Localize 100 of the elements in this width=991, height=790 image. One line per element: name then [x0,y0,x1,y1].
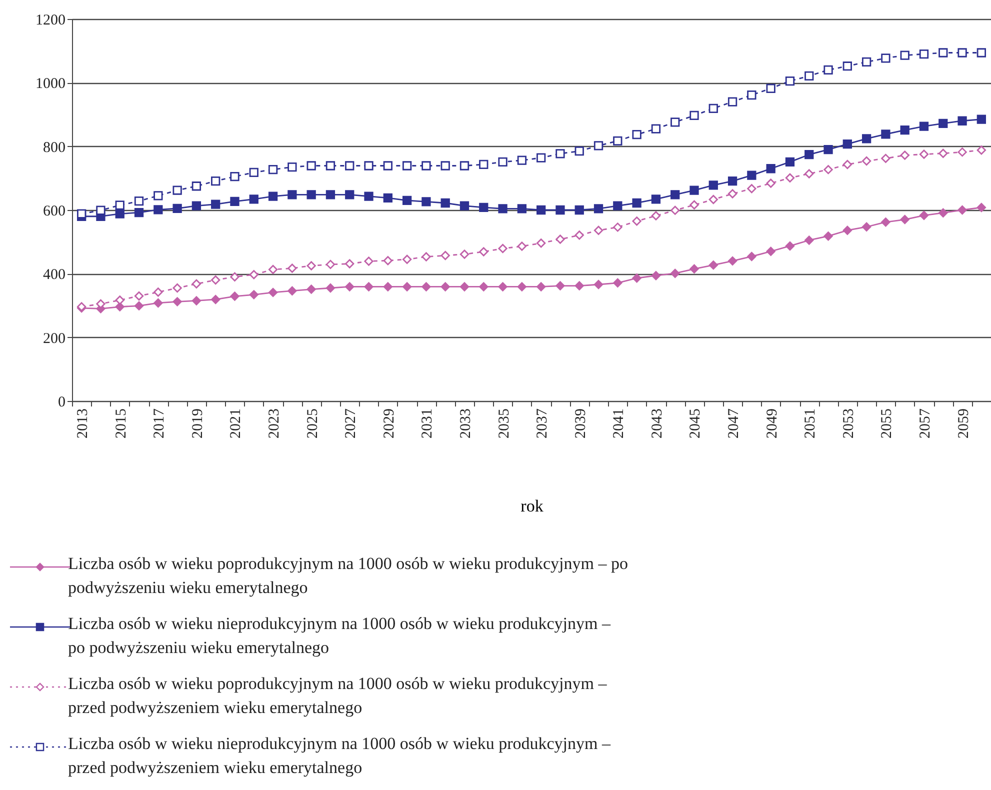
point [211,294,220,304]
point [919,122,929,131]
point [651,124,661,134]
point [536,153,546,162]
point [306,261,316,270]
point [785,157,795,167]
x-tick-label: 2023 [266,408,283,438]
point [479,160,488,170]
point [402,254,412,264]
point [958,116,967,126]
point [364,192,374,201]
point [747,90,756,100]
y-tick-label: 400 [43,267,66,284]
point [728,189,738,198]
x-tick-label: 2045 [688,408,704,438]
y-tick-label: 600 [43,204,66,220]
point [268,165,278,174]
y-tick-label: 0 [58,394,66,410]
point [134,291,144,301]
point [976,146,986,155]
point [345,259,354,268]
point [824,165,833,174]
point [862,134,872,144]
point [517,282,526,292]
point [211,176,220,186]
point [517,156,526,165]
x-tick-label: 2049 [764,408,780,438]
point [306,161,316,170]
y-tick-label: 1200 [36,12,66,28]
point [422,197,431,206]
x-tick-label: 2051 [802,408,819,438]
point [842,62,852,71]
y-tick-label: 200 [43,330,66,347]
x-tick-label: 2039 [572,408,589,438]
point [440,161,450,170]
x-tick-label: 2019 [190,408,206,438]
point [211,200,220,209]
x-tick-label: 2053 [840,408,857,438]
point [345,161,354,170]
point [804,236,814,245]
point [670,190,680,200]
point [154,288,163,297]
point [422,252,431,262]
point [288,264,297,273]
point [536,238,546,248]
point [498,204,508,214]
point [288,286,297,296]
point [690,186,699,195]
point [919,150,929,159]
point [460,161,470,170]
point [766,84,776,93]
point [728,256,738,266]
x-tick-label: 2025 [304,408,321,438]
point [976,202,986,212]
point [460,201,470,210]
point [670,118,680,127]
point [249,290,258,300]
point [172,297,182,306]
point [651,271,661,280]
point [172,283,182,293]
point [574,230,584,240]
point [632,130,642,140]
point [326,161,336,170]
point [268,192,278,201]
point [556,281,565,290]
point [422,282,431,292]
point [154,205,163,214]
point [728,176,738,186]
point [670,268,680,278]
x-tick-label: 2033 [458,408,474,438]
point [556,234,565,244]
point [268,288,278,298]
x-tick-label: 2059 [956,408,972,438]
point [785,241,795,251]
point [785,76,795,86]
point [249,168,258,178]
point [708,194,718,204]
point [288,190,297,200]
point [958,48,967,58]
point [268,264,278,274]
legend-label: Liczba osób w wieku nieprodukcyjnym na 1000 osób w wieku produkcyjnym – przed podwyższeniem wieku emerytalnego [68,734,611,777]
point [842,140,852,149]
point [862,156,872,166]
point [249,270,258,280]
x-tick-label: 2021 [228,408,244,438]
point [460,282,470,292]
point [172,204,182,213]
x-tick-label: 2043 [649,408,666,438]
point [708,104,718,114]
point [154,191,163,200]
point [517,242,526,251]
point [632,216,642,226]
point [728,97,738,106]
point [536,282,546,292]
y-tick-label: 800 [43,140,66,156]
point [249,194,258,204]
point [364,282,374,292]
point [900,150,910,160]
point [651,194,661,204]
x-tick-label: 2035 [496,408,512,438]
